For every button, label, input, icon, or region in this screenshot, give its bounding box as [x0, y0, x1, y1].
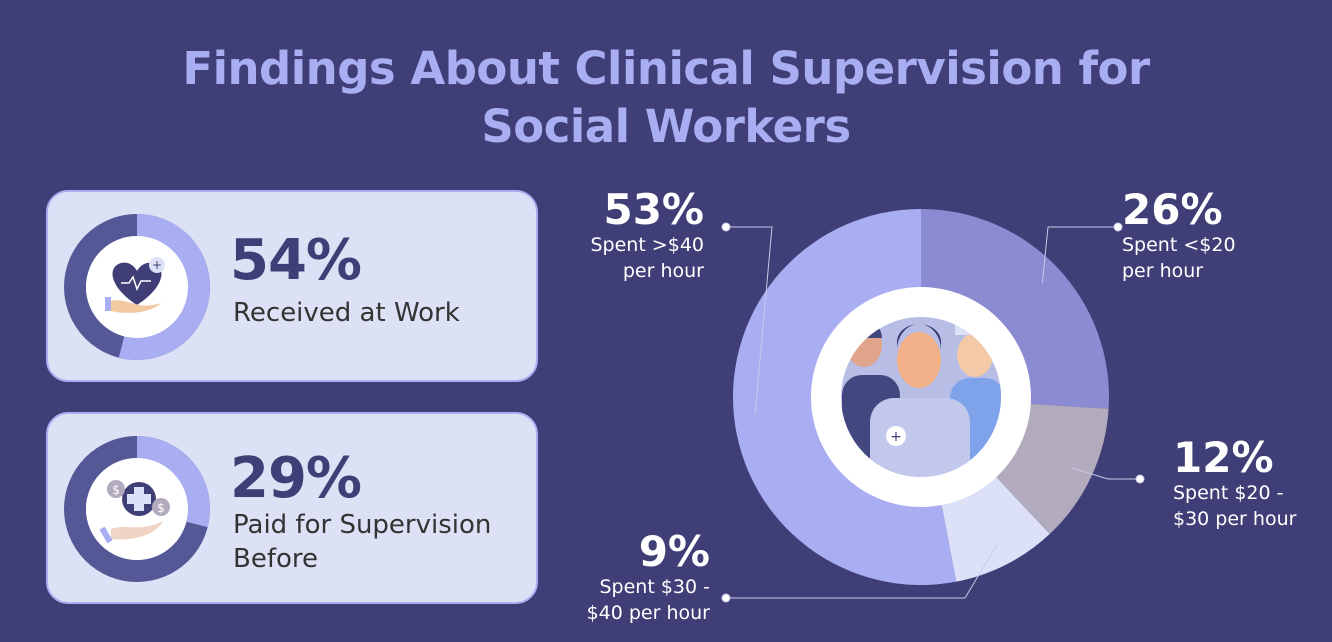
svg-text:+: + [152, 258, 162, 272]
label-20-30: 12% Spent $20 - $30 per hour [1173, 433, 1297, 531]
stat-value: 54% [230, 228, 362, 293]
label-30-40: 9% Spent $30 - $40 per hour [586, 527, 710, 625]
label-over-40: 53% Spent >$40 per hour [590, 185, 704, 283]
heart-in-hand-icon: + [105, 257, 165, 313]
leader-line [1041, 226, 1118, 284]
svg-text:$: $ [112, 483, 120, 497]
svg-text:$: $ [157, 501, 165, 515]
progress-ring-received: + [64, 214, 210, 360]
leader-dot [721, 593, 731, 603]
page-title: Findings About Clinical Supervision for … [182, 42, 1150, 153]
coins-medical-hand-icon: $ $ [99, 480, 170, 544]
leader-line [1071, 467, 1140, 480]
leader-line [726, 226, 773, 413]
slice-under-20 [921, 209, 1109, 409]
stat-label: Received at Work [233, 298, 460, 328]
leader-dot [721, 222, 731, 232]
stat-value: 29% [230, 446, 362, 511]
ring-fill [64, 214, 210, 360]
progress-ring-paid: $ $ [64, 436, 210, 582]
svg-text:+: + [890, 429, 902, 445]
stat-card-paid-for-supervision: $ $ 29% Paid for Supervision Before [46, 412, 538, 604]
stat-label: Paid for Supervision Before [233, 510, 492, 574]
slice-over-40 [732, 209, 957, 585]
leader-dot [1135, 474, 1145, 484]
leader-line [726, 545, 998, 599]
slice-30-40 [940, 473, 1050, 582]
ring-fill [64, 436, 210, 582]
stat-card-received-at-work: + 54% Received at Work [46, 190, 538, 382]
leader-dot [1113, 222, 1123, 232]
label-under-20: 26% Spent <$20 per hour [1122, 185, 1236, 283]
